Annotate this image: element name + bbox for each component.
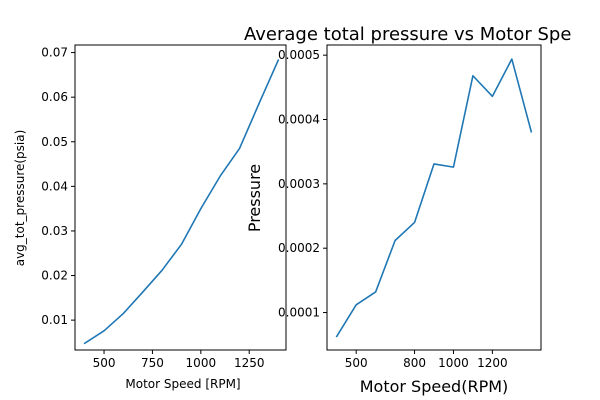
left-x-tick-label: 1250 <box>234 356 265 370</box>
left-x-tick-label: 1000 <box>186 356 217 370</box>
left-y-tick-label: 0.03 <box>41 224 68 238</box>
right-y-tick-label: 0.0003 <box>278 177 320 191</box>
right-x-tick-label: 800 <box>403 356 426 370</box>
left-series-layer <box>83 59 280 345</box>
right-y-tick-label: 0.0004 <box>278 113 320 127</box>
left-x-tick-label: 500 <box>93 356 116 370</box>
right-y-tick-label: 0.0002 <box>278 241 320 255</box>
right-x-tick-label: 500 <box>345 356 368 370</box>
left-y-ticks: 0.01 0.02 0.03 0.04 0.05 0.06 0.07 <box>41 46 75 327</box>
right-x-tick-label: 1000 <box>438 356 469 370</box>
left-y-tick-label: 0.05 <box>41 135 68 149</box>
right-x-axis-label: Motor Speed(RPM) <box>360 377 509 396</box>
left-y-tick-label: 0.06 <box>41 90 68 104</box>
right-chart: 500 800 1000 1200 0.00010.00020.00030.00040… <box>244 24 571 396</box>
left-y-axis-label: avg_tot_pressure(psia) <box>13 130 27 267</box>
right-chart-title: Average total pressure vs Motor Spe <box>244 24 571 45</box>
right-y-axis-label: Pressure <box>245 164 264 232</box>
right-plot-frame <box>326 44 542 351</box>
left-plot-frame <box>74 44 287 351</box>
right-series-layer <box>335 58 533 338</box>
right-x-tick-label: 1200 <box>477 356 508 370</box>
right-y-tick-label: 0.0001 <box>278 306 320 320</box>
left-y-tick-label: 0.07 <box>41 46 68 60</box>
left-y-tick-label: 0.01 <box>41 313 68 327</box>
left-y-tick-label: 0.02 <box>41 269 68 283</box>
right-y-tick-label: 0.0005 <box>278 48 320 62</box>
right-x-ticks: 500 800 1000 1200 <box>345 350 508 370</box>
right-y-ticks: 0.0001 0.0002 0.0003 0.0004 0.0005 <box>278 48 327 320</box>
left-y-tick-label: 0.04 <box>41 179 68 193</box>
left-x-ticks: 500 750 1000 1250 <box>93 350 265 370</box>
left-chart: 500 750 1000 1250 0.010.020.030.040.050.060… <box>13 44 287 391</box>
left-x-axis-label: Motor Speed [RPM] <box>125 377 240 391</box>
left-x-tick-label: 750 <box>141 356 164 370</box>
